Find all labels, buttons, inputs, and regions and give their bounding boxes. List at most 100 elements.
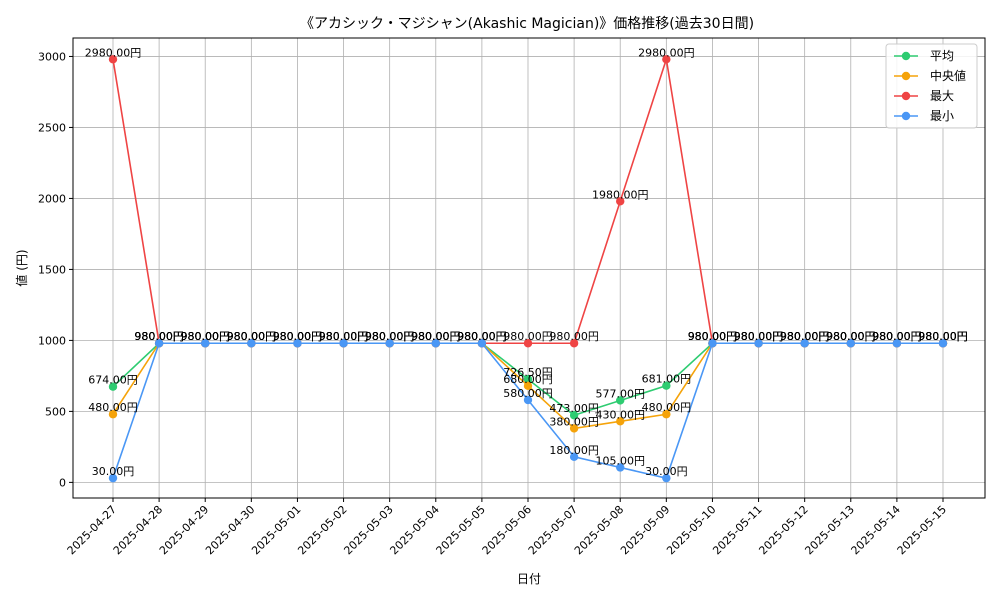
data-point bbox=[662, 410, 671, 419]
data-label: 980.00円 bbox=[780, 330, 830, 343]
data-point bbox=[616, 197, 625, 206]
data-point bbox=[431, 339, 440, 348]
data-point bbox=[201, 339, 210, 348]
data-label: 980.00円 bbox=[319, 330, 369, 343]
data-label: 980.00円 bbox=[273, 330, 323, 343]
x-tick-label: 2025-05-15 bbox=[895, 503, 949, 557]
grid bbox=[73, 38, 985, 498]
data-point bbox=[523, 339, 533, 348]
data-label: 980.00円 bbox=[365, 330, 415, 343]
data-label: 980.00円 bbox=[457, 330, 507, 343]
data-label: 980.00円 bbox=[503, 330, 553, 343]
data-point bbox=[154, 339, 164, 348]
data-label: 980.00円 bbox=[365, 330, 415, 343]
data-point bbox=[616, 417, 625, 426]
data-point bbox=[523, 395, 533, 405]
data-label: 980.00円 bbox=[227, 330, 277, 343]
legend-marker bbox=[901, 71, 911, 81]
data-point bbox=[247, 339, 256, 348]
x-axis-label: 日付 bbox=[517, 572, 541, 586]
data-point bbox=[754, 339, 763, 348]
data-label: 980.00円 bbox=[411, 330, 461, 343]
data-label: 980.00円 bbox=[457, 330, 507, 343]
data-point bbox=[339, 339, 348, 348]
data-point bbox=[569, 424, 579, 433]
data-point bbox=[846, 339, 855, 348]
data-label: 980.00円 bbox=[872, 330, 922, 343]
data-label: 980.00円 bbox=[734, 330, 784, 343]
data-label: 2980.00円 bbox=[638, 46, 695, 59]
data-point bbox=[293, 339, 302, 348]
data-point bbox=[108, 55, 118, 64]
data-label: 980.00円 bbox=[411, 330, 461, 343]
data-label: 674.00円 bbox=[88, 374, 138, 387]
data-label: 30.00円 bbox=[645, 465, 688, 478]
x-axis: 2025-04-272025-04-282025-04-292025-04-30… bbox=[65, 498, 949, 557]
data-label: 726.50円 bbox=[503, 366, 553, 379]
data-label: 980.00円 bbox=[918, 330, 968, 343]
data-label: 980.00円 bbox=[780, 330, 830, 343]
legend-marker bbox=[901, 91, 911, 101]
data-label: 980.00円 bbox=[319, 330, 369, 343]
data-label: 480.00円 bbox=[642, 401, 692, 414]
y-tick-label: 2500 bbox=[38, 121, 66, 134]
data-label: 980.00円 bbox=[688, 330, 738, 343]
data-label: 430.00円 bbox=[595, 408, 645, 421]
data-point bbox=[800, 339, 809, 348]
data-point bbox=[569, 411, 579, 420]
data-label: 980.00円 bbox=[826, 330, 876, 343]
data-label: 980.00円 bbox=[872, 330, 922, 343]
data-label: 980.00円 bbox=[826, 330, 876, 343]
legend-label: 中央値 bbox=[930, 68, 966, 83]
data-label: 180.00円 bbox=[549, 444, 599, 457]
data-label: 980.00円 bbox=[411, 330, 461, 343]
data-point bbox=[892, 339, 902, 348]
data-point bbox=[108, 473, 118, 483]
data-label: 980.00円 bbox=[365, 330, 415, 343]
y-tick-label: 1500 bbox=[38, 263, 66, 276]
y-tick-label: 3000 bbox=[38, 50, 66, 63]
data-point bbox=[662, 381, 671, 390]
data-label: 980.00円 bbox=[180, 330, 230, 343]
data-label: 980.00円 bbox=[134, 330, 184, 343]
y-tick-label: 2000 bbox=[38, 192, 66, 205]
legend-label: 最大 bbox=[930, 89, 954, 103]
data-label: 980.00円 bbox=[180, 330, 230, 343]
data-point bbox=[662, 55, 671, 64]
data-label: 681.00円 bbox=[642, 373, 692, 386]
chart-title: 《アカシック・マジシャン(Akashic Magician)》価格推移(過去30… bbox=[300, 16, 754, 32]
legend-label: 平均 bbox=[930, 49, 954, 63]
data-label: 980.00円 bbox=[688, 330, 738, 343]
legend-label: 最小 bbox=[930, 109, 954, 123]
data-point bbox=[523, 375, 533, 384]
data-label: 577.00円 bbox=[595, 387, 645, 400]
data-label: 980.00円 bbox=[918, 330, 968, 343]
data-label: 980.00円 bbox=[918, 330, 968, 343]
data-label: 980.00円 bbox=[134, 330, 184, 343]
data-label: 980.00円 bbox=[180, 330, 230, 343]
data-label: 980.00円 bbox=[918, 330, 968, 343]
legend-marker bbox=[901, 111, 911, 121]
data-label: 980.00円 bbox=[365, 330, 415, 343]
data-label: 1980.00円 bbox=[592, 188, 649, 201]
data-point bbox=[662, 473, 671, 483]
data-point bbox=[477, 339, 487, 348]
legend-marker bbox=[901, 51, 911, 61]
y-axis: 0 500 1000 1500 2000 2500 3000 bbox=[38, 50, 73, 489]
data-label: 980.00円 bbox=[734, 330, 784, 343]
data-label: 980.00円 bbox=[734, 330, 784, 343]
data-label: 480.00円 bbox=[88, 401, 138, 414]
data-label: 580.00円 bbox=[503, 387, 553, 400]
data-label: 680.00円 bbox=[503, 373, 553, 386]
data-label: 980.00円 bbox=[457, 330, 507, 343]
data-label: 980.00円 bbox=[134, 330, 184, 343]
data-label: 980.00円 bbox=[826, 330, 876, 343]
y-axis-label: 値 (円) bbox=[14, 249, 29, 286]
series-group bbox=[108, 55, 948, 483]
data-label: 105.00円 bbox=[595, 454, 645, 467]
data-label: 980.00円 bbox=[872, 330, 922, 343]
data-label: 980.00円 bbox=[688, 330, 738, 343]
data-label: 980.00円 bbox=[319, 330, 369, 343]
legend-box bbox=[885, 43, 978, 129]
